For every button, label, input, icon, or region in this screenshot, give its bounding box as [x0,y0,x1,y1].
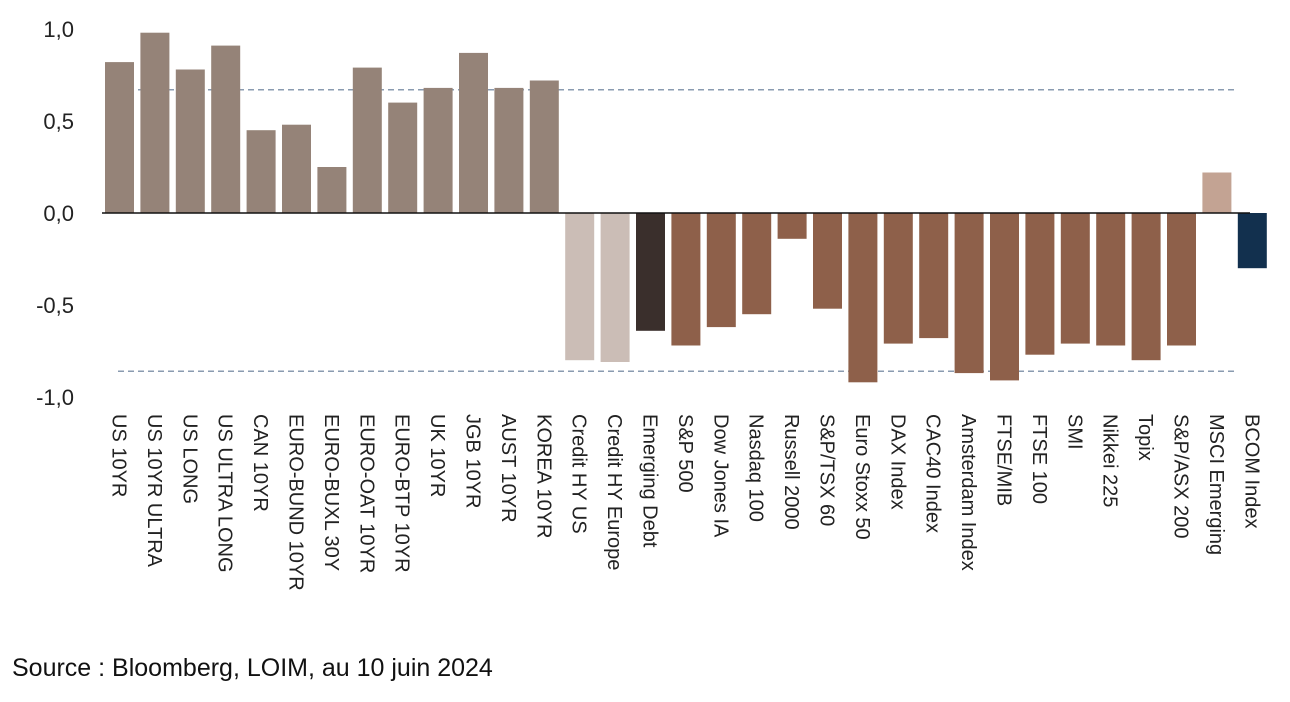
bar-17 [706,213,736,328]
x-tick-label: FTSE/MIB [993,414,1015,506]
bar-11 [494,87,524,213]
x-tick-label: Nasdaq 100 [745,414,767,522]
y-tick-label: 1,0 [43,17,74,42]
x-tick-label: Credit HY Europe [603,414,625,570]
y-tick-label: 0,0 [43,201,74,226]
bar-chart: 1,00,50,0-0,5-1,0 US 10YR US 10YR ULTRA US… [36,17,1267,591]
y-axis-tick-labels: 1,0 0,5 0,0 -0,5 -1,0 [36,17,74,410]
bar-25 [990,213,1019,381]
bar-32 [1237,213,1267,269]
bar-22 [883,213,913,344]
x-tick-label: EURO-OAT 10YR [355,414,377,573]
x-tick-label: Credit HY US [568,414,590,534]
x-tick-label: US 10YR ULTRA [143,414,165,568]
bar-13 [565,213,595,361]
bar-28 [1096,213,1126,346]
bar-12 [529,80,559,213]
x-tick-label: S&P/ASX 200 [1170,414,1192,539]
bar-8 [388,102,418,213]
bar-15 [636,213,665,331]
bar-1 [140,32,170,214]
bar-6 [317,167,347,213]
x-tick-label: JGB 10YR [462,414,484,508]
bar-21 [848,213,878,383]
bar-3 [211,45,241,213]
x-tick-label: Topix [1134,414,1156,461]
bar-23 [919,213,949,339]
bar-10 [459,52,488,214]
bar-7 [352,67,382,213]
bar-9 [423,87,453,213]
x-tick-label: KOREA 10YR [532,414,554,539]
bar-5 [282,124,311,213]
x-axis-tick-labels: US 10YR US 10YR ULTRA US LONG US ULTRA LONG… [108,414,1263,591]
x-tick-label: BCOM Index [1240,414,1262,528]
x-tick-label: Russell 2000 [780,414,802,530]
bar-20 [813,213,842,309]
bar-14 [600,213,630,362]
bar-16 [671,213,701,346]
x-tick-label: CAC40 Index [922,414,944,533]
x-tick-label: S&P/TSX 60 [816,414,838,526]
x-tick-label: Dow Jones IA [709,414,731,538]
x-tick-label: MSCI Emerging [1205,414,1227,555]
x-tick-label: EURO-BUXL 30Y [320,414,342,571]
x-tick-label: EURO-BUND 10YR [285,414,307,591]
y-tick-label: -0,5 [36,293,74,318]
bar-2 [175,69,205,213]
bar-30 [1167,213,1196,346]
y-tick-label: 0,5 [43,109,74,134]
bar-27 [1060,213,1090,344]
bar-18 [742,213,772,315]
reference-lines [118,88,1236,372]
x-tick-label: US 10YR [108,414,130,497]
bar-24 [954,213,984,374]
x-tick-label: EURO-BTP 10YR [391,414,413,573]
x-tick-label: SMI [1063,414,1085,450]
x-tick-label: DAX Index [886,414,908,510]
y-tick-label: -1,0 [36,385,74,410]
x-tick-label: Euro Stoxx 50 [851,414,873,540]
bar-4 [246,130,276,213]
bar-29 [1131,213,1161,361]
bar-19 [777,213,807,239]
x-tick-label: Nikkei 225 [1099,414,1121,507]
x-tick-label: US LONG [178,414,200,504]
x-tick-label: AUST 10YR [497,414,519,523]
x-tick-label: Amsterdam Index [957,414,979,571]
x-tick-label: UK 10YR [426,414,448,497]
bar-31 [1202,172,1232,213]
x-tick-label: FTSE 100 [1028,414,1050,504]
bar-0 [105,62,134,213]
x-tick-label: CAN 10YR [249,414,271,512]
x-tick-label: US ULTRA LONG [214,414,236,573]
x-tick-label: Emerging Debt [639,414,661,548]
bar-26 [1025,213,1055,355]
x-tick-label: S&P 500 [674,414,696,493]
bars [105,32,1267,383]
source-note: Source : Bloomberg, LOIM, au 10 juin 202… [12,654,493,682]
